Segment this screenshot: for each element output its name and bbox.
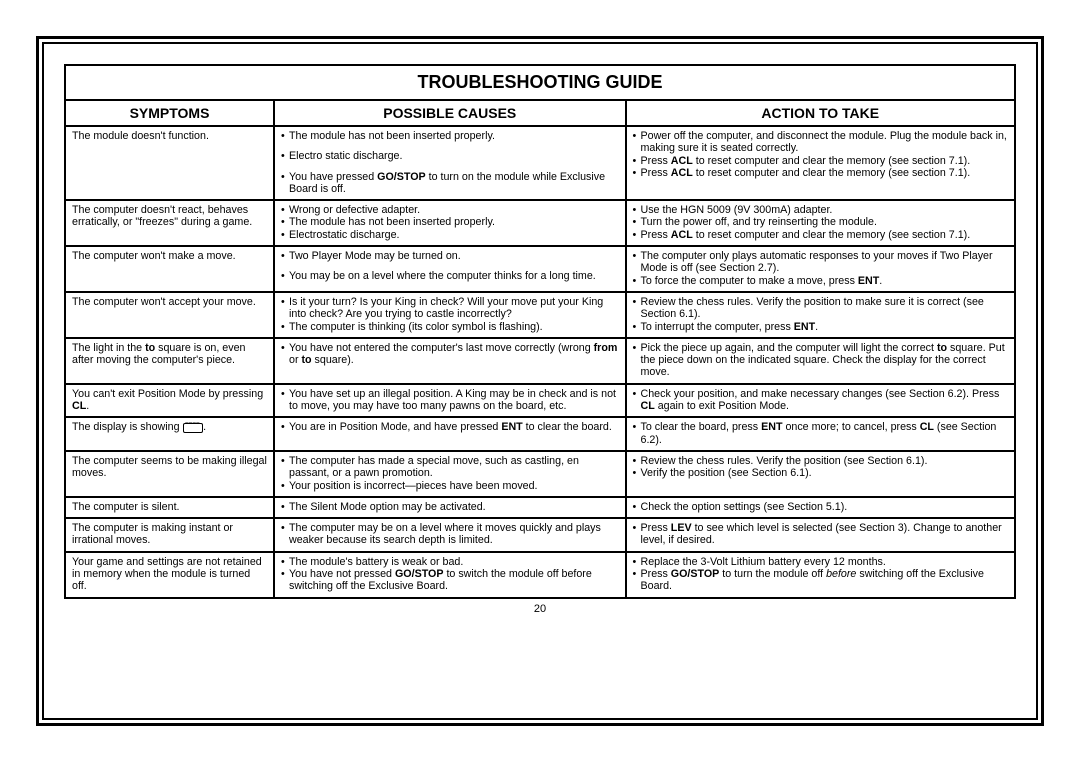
symptom-cell: The computer won't make a move.: [65, 246, 274, 292]
causes-cell: You are in Position Mode, and have press…: [274, 417, 626, 451]
cause-item: Electro static discharge.: [281, 150, 619, 162]
action-item: Check the option settings (see Section 5…: [633, 501, 1009, 513]
cause-item: The computer may be on a level where it …: [281, 522, 619, 547]
causes-cell: The computer has made a special move, su…: [274, 451, 626, 497]
cause-item: Electrostatic discharge.: [281, 229, 619, 241]
page-number: 20: [64, 603, 1016, 615]
header-causes: POSSIBLE CAUSES: [274, 100, 626, 126]
symptom-cell: Your game and settings are not retained …: [65, 552, 274, 598]
action-item: To force the computer to make a move, pr…: [633, 275, 1009, 287]
table-row: You can't exit Position Mode by pressing…: [65, 384, 1015, 418]
action-cell: Press LEV to see which level is selected…: [626, 518, 1016, 552]
table-row: The computer seems to be making illegal …: [65, 451, 1015, 497]
action-item: To clear the board, press ENT once more;…: [633, 421, 1009, 446]
action-cell: Use the HGN 5009 (9V 300mA) adapter.Turn…: [626, 200, 1016, 246]
action-item: Press ACL to reset computer and clear th…: [633, 229, 1009, 241]
table-row: The module doesn't function. The module h…: [65, 126, 1015, 200]
cause-item: You may be on a level where the computer…: [281, 270, 619, 282]
table-row: The computer doesn't react, behaves erra…: [65, 200, 1015, 246]
action-item: To interrupt the computer, press ENT.: [633, 321, 1009, 333]
symptom-cell: The module doesn't function.: [65, 126, 274, 200]
causes-cell: The computer may be on a level where it …: [274, 518, 626, 552]
table-row: The computer is silent. The Silent Mode o…: [65, 497, 1015, 518]
symptom-cell: You can't exit Position Mode by pressing…: [65, 384, 274, 418]
cause-item: You have not entered the computer's last…: [281, 342, 619, 367]
outer-frame: TROUBLESHOOTING GUIDE SYMPTOMS POSSIBLE …: [36, 36, 1044, 726]
action-item: Press ACL to reset computer and clear th…: [633, 155, 1009, 167]
cause-item: Wrong or defective adapter.: [281, 204, 619, 216]
cause-item: The module's battery is weak or bad.: [281, 556, 619, 568]
cause-item: The computer is thinking (its color symb…: [281, 321, 619, 333]
action-item: Press GO/STOP to turn the module off bef…: [633, 568, 1009, 593]
cause-item: You have not pressed GO/STOP to switch t…: [281, 568, 619, 593]
cause-item: The module has not been inserted properl…: [281, 216, 619, 228]
action-cell: Replace the 3-Volt Lithium battery every…: [626, 552, 1016, 598]
action-item: Turn the power off, and try reinserting …: [633, 216, 1009, 228]
causes-cell: You have not entered the computer's last…: [274, 338, 626, 384]
troubleshooting-table: SYMPTOMS POSSIBLE CAUSES ACTION TO TAKE …: [64, 99, 1016, 599]
action-item: Verify the position (see Section 6.1).: [633, 467, 1009, 479]
action-cell: Review the chess rules. Verify the posit…: [626, 292, 1016, 338]
table-row: The computer won't make a move.Two Playe…: [65, 246, 1015, 292]
symptom-cell: The computer is making instant or irrati…: [65, 518, 274, 552]
causes-cell: Two Player Mode may be turned on. You may…: [274, 246, 626, 292]
action-item: Replace the 3-Volt Lithium battery every…: [633, 556, 1009, 568]
table-row: Your game and settings are not retained …: [65, 552, 1015, 598]
action-item: Check your position, and make necessary …: [633, 388, 1009, 413]
cause-item: Your position is incorrect—pieces have b…: [281, 480, 619, 492]
symptom-cell: The computer doesn't react, behaves erra…: [65, 200, 274, 246]
table-row: The display is showing ‾‾‾‾. You are in P…: [65, 417, 1015, 451]
cause-item: Two Player Mode may be turned on.: [281, 250, 619, 262]
action-cell: Review the chess rules. Verify the posit…: [626, 451, 1016, 497]
action-item: Power off the computer, and disconnect t…: [633, 130, 1009, 155]
header-action: ACTION TO TAKE: [626, 100, 1016, 126]
action-cell: Check your position, and make necessary …: [626, 384, 1016, 418]
header-symptoms: SYMPTOMS: [65, 100, 274, 126]
causes-cell: The module has not been inserted properl…: [274, 126, 626, 200]
cause-item: Is it your turn? Is your King in check? …: [281, 296, 619, 321]
action-item: Press LEV to see which level is selected…: [633, 522, 1009, 547]
causes-cell: Wrong or defective adapter.The module ha…: [274, 200, 626, 246]
cause-item: The computer has made a special move, su…: [281, 455, 619, 480]
table-row: The computer won't accept your move. Is i…: [65, 292, 1015, 338]
cause-item: You have pressed GO/STOP to turn on the …: [281, 171, 619, 196]
table-body: The module doesn't function. The module h…: [65, 126, 1015, 598]
table-header-row: SYMPTOMS POSSIBLE CAUSES ACTION TO TAKE: [65, 100, 1015, 126]
cause-item: You have set up an illegal position. A K…: [281, 388, 619, 413]
table-row: The computer is making instant or irrati…: [65, 518, 1015, 552]
inner-frame: TROUBLESHOOTING GUIDE SYMPTOMS POSSIBLE …: [42, 42, 1038, 720]
action-cell: The computer only plays automatic respon…: [626, 246, 1016, 292]
action-item: Review the chess rules. Verify the posit…: [633, 455, 1009, 467]
cause-item: The Silent Mode option may be activated.: [281, 501, 619, 513]
causes-cell: Is it your turn? Is your King in check? …: [274, 292, 626, 338]
causes-cell: You have set up an illegal position. A K…: [274, 384, 626, 418]
action-item: Press ACL to reset computer and clear th…: [633, 167, 1009, 179]
causes-cell: The module's battery is weak or bad.You …: [274, 552, 626, 598]
symptom-cell: The computer won't accept your move.: [65, 292, 274, 338]
symptom-cell: The computer seems to be making illegal …: [65, 451, 274, 497]
causes-cell: The Silent Mode option may be activated.: [274, 497, 626, 518]
action-cell: Power off the computer, and disconnect t…: [626, 126, 1016, 200]
guide-title: TROUBLESHOOTING GUIDE: [64, 64, 1016, 101]
symptom-cell: The light in the to square is on, even a…: [65, 338, 274, 384]
action-cell: Pick the piece up again, and the compute…: [626, 338, 1016, 384]
action-item: Review the chess rules. Verify the posit…: [633, 296, 1009, 321]
cause-item: The module has not been inserted properl…: [281, 130, 619, 142]
action-cell: To clear the board, press ENT once more;…: [626, 417, 1016, 451]
symptom-cell: The computer is silent.: [65, 497, 274, 518]
symptom-cell: The display is showing ‾‾‾‾.: [65, 417, 274, 451]
action-cell: Check the option settings (see Section 5…: [626, 497, 1016, 518]
cause-item: You are in Position Mode, and have press…: [281, 421, 619, 433]
action-item: Use the HGN 5009 (9V 300mA) adapter.: [633, 204, 1009, 216]
action-item: Pick the piece up again, and the compute…: [633, 342, 1009, 379]
action-item: The computer only plays automatic respon…: [633, 250, 1009, 275]
table-row: The light in the to square is on, even a…: [65, 338, 1015, 384]
